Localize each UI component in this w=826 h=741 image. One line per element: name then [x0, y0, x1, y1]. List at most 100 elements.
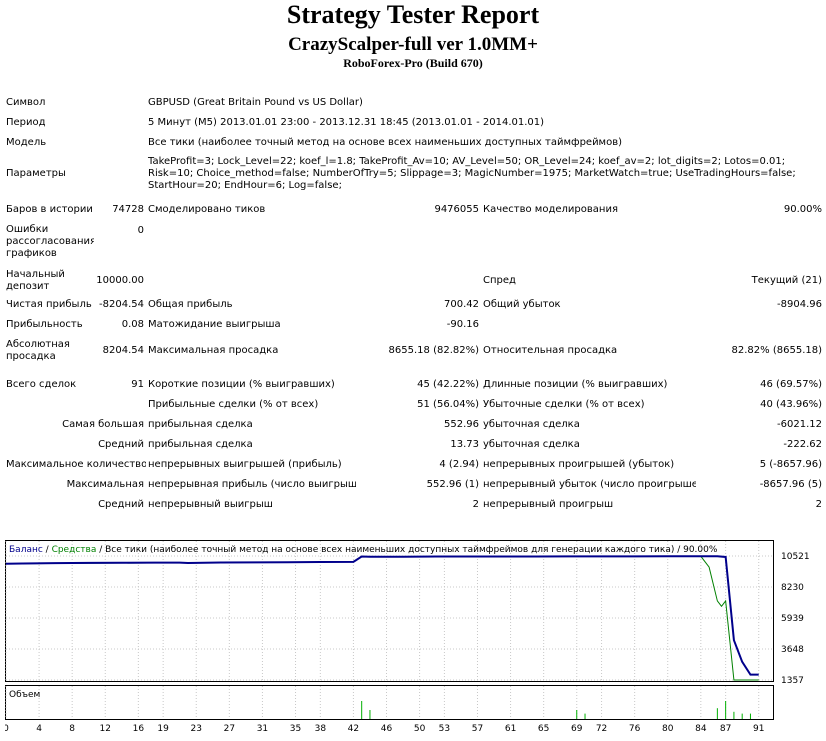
- row-max-count: Максимальное количество непрерывных выиг…: [4, 455, 824, 475]
- avg2-label: Средний: [98, 499, 144, 510]
- gross-loss-value: -8904.96: [777, 299, 822, 310]
- row-period: Период 5 Минут (M5) 2013.01.01 23:00 - 2…: [4, 113, 824, 133]
- cons-loss-label: непрерывный убыток (число проигрышей): [483, 479, 696, 490]
- largest-profit-value: 552.96: [444, 419, 479, 430]
- avg-loss-value: -222.62: [783, 439, 822, 450]
- volume-pane-frame: [5, 685, 774, 720]
- net-label: Чистая прибыль: [6, 299, 92, 310]
- x-tick-label: 42: [348, 724, 359, 734]
- row-net: Чистая прибыль -8204.54 Общая прибыль 70…: [4, 295, 824, 315]
- avg-loss-label: убыточная сделка: [483, 439, 580, 450]
- row-max: Максимальная непрерывная прибыль (число …: [4, 475, 824, 495]
- row-params: Параметры TakeProfit=3; Lock_Level=22; k…: [4, 153, 824, 195]
- cons-losses-value: 5 (-8657.96): [759, 459, 822, 470]
- x-tick-label: 8: [69, 724, 75, 734]
- x-tick-label: 84: [695, 724, 707, 734]
- x-tick-label: 91: [753, 724, 764, 734]
- win-label: Прибыльные сделки (% от всех): [148, 399, 319, 410]
- gross-loss-label: Общий убыток: [483, 299, 561, 310]
- errors-value: 0: [137, 225, 144, 236]
- server-build: RoboForex-Pro (Build 670): [343, 56, 483, 70]
- max-dd-label: Максимальная просадка: [148, 345, 279, 356]
- long-value: 46 (69.57%): [760, 379, 822, 390]
- x-tick-label: 50: [414, 724, 426, 734]
- x-tick-label: 4: [36, 724, 42, 734]
- x-tick-label: 12: [100, 724, 111, 734]
- x-tick-label: 61: [505, 724, 516, 734]
- max-dd-value: 8655.18 (82.82%): [388, 345, 479, 356]
- x-axis-ticks: 0 4 8 12 16 19 23 27 31 35 38 42 46 50 53 57 61 65 69 72 76 8…: [3, 724, 764, 734]
- payoff-label: Матожидание выигрыша: [148, 319, 281, 330]
- cons-losses-label: непрерывных проигрышей (убыток): [483, 459, 675, 470]
- spread-value: Текущий (21): [751, 275, 822, 286]
- trades-label: Всего сделок: [6, 379, 77, 390]
- deposit-label: Начальный депозит: [6, 269, 65, 292]
- symbol-value: GBPUSD (Great Britain Pound vs US Dollar…: [148, 97, 363, 108]
- avg-cons-win-value: 2: [472, 499, 479, 510]
- x-tick-label: 53: [439, 724, 450, 734]
- y-tick-label: 5939: [781, 614, 804, 624]
- abs-dd-label: Абсолютная просадка: [6, 339, 70, 362]
- params-value: TakeProfit=3; Lock_Level=22; koef_l=1.8;…: [148, 156, 796, 191]
- x-tick-label: 57: [472, 724, 483, 734]
- largest-loss-label: убыточная сделка: [483, 419, 580, 430]
- volume-bars: [361, 701, 751, 719]
- avg-cons-loss-label: непрерывный проигрыш: [483, 499, 614, 510]
- x-tick-label: 16: [133, 724, 145, 734]
- short-label: Короткие позиции (% выигравших): [148, 379, 335, 390]
- row-win-loss: Прибыльные сделки (% от всех) 51 (56.04%…: [4, 395, 824, 415]
- legend-sep: /: [43, 545, 52, 555]
- loss-value: 40 (43.96%): [760, 399, 822, 410]
- model-label: Модель: [6, 137, 47, 148]
- rel-dd-label: Относительная просадка: [483, 345, 618, 356]
- model-value: Все тики (наиболее точный метод на основ…: [148, 137, 623, 148]
- maxcount-label: Максимальное количество: [6, 459, 146, 470]
- avg-profit-label: прибыльная сделка: [148, 439, 253, 450]
- avg-cons-win-label: непрерывный выигрыш: [148, 499, 273, 510]
- largest-profit-label: прибыльная сделка: [148, 419, 253, 430]
- ticks-value: 9476055: [434, 204, 479, 215]
- x-tick-label: 19: [157, 724, 169, 734]
- pf-label: Прибыльность: [6, 319, 83, 330]
- row-average: Средний прибыльная сделка 13.73 убыточна…: [4, 435, 824, 455]
- period-value: 5 Минут (M5) 2013.01.01 23:00 - 2013.12.…: [148, 117, 545, 128]
- short-value: 45 (42.22%): [417, 379, 479, 390]
- legend-balance: Баланс: [9, 545, 43, 555]
- rel-dd-value: 82.82% (8655.18): [731, 345, 822, 356]
- y-tick-label: 3648: [781, 645, 804, 655]
- avg-profit-value: 13.73: [450, 439, 479, 450]
- balance-line: [5, 555, 759, 676]
- largest-loss-value: -6021.12: [777, 419, 822, 430]
- bars-value: 74728: [112, 204, 144, 215]
- row-drawdown: Абсолютная просадка 8204.54 Максимальная…: [4, 335, 824, 367]
- legend-description: / Все тики (наиболее точный метод на осн…: [96, 545, 718, 555]
- abs-dd-value: 8204.54: [102, 345, 144, 356]
- cons-wins-label: непрерывных выигрышей (прибыль): [148, 459, 342, 470]
- series-lines: [5, 555, 759, 681]
- y-tick-label: 1357: [781, 676, 804, 686]
- gross-profit-label: Общая прибыль: [148, 299, 233, 310]
- y-tick-label: 10521: [781, 552, 810, 562]
- quality-label: Качество моделирования: [483, 204, 618, 215]
- win-value: 51 (56.04%): [417, 399, 479, 410]
- row-avg-cons: Средний непрерывный выигрыш 2 непрерывны…: [4, 495, 824, 515]
- x-tick-label: 76: [629, 724, 641, 734]
- main-pane-frame: [5, 540, 774, 682]
- largest-label: Самая большая: [62, 419, 144, 430]
- x-tick-label: 65: [538, 724, 549, 734]
- bars-label: Баров в истории: [6, 204, 93, 215]
- cons-wins-value: 4 (2.94): [439, 459, 479, 470]
- y-axis-ticks: 10521 8230 5939 3648 1357: [781, 552, 810, 686]
- quality-value: 90.00%: [783, 204, 822, 215]
- net-value: -8204.54: [99, 299, 144, 310]
- deposit-value: 10000.00: [96, 275, 144, 286]
- x-tick-label: 27: [224, 724, 235, 734]
- row-pf: Прибыльность 0.08 Матожидание выигрыша -…: [4, 315, 824, 335]
- long-label: Длинные позиции (% выигравших): [483, 379, 668, 390]
- x-tick-label: 72: [596, 724, 607, 734]
- row-trades: Всего сделок 91 Короткие позиции (% выиг…: [4, 375, 824, 395]
- errors-label: Ошибки рассогласования графиков: [6, 224, 94, 259]
- spread-label: Спред: [483, 275, 516, 286]
- balance-chart-svg: 10521 8230 5939 3648 1357 0 4 8 12 16 19 23 27 31 35 3…: [3, 540, 810, 734]
- max-label: Максимальная: [66, 479, 144, 490]
